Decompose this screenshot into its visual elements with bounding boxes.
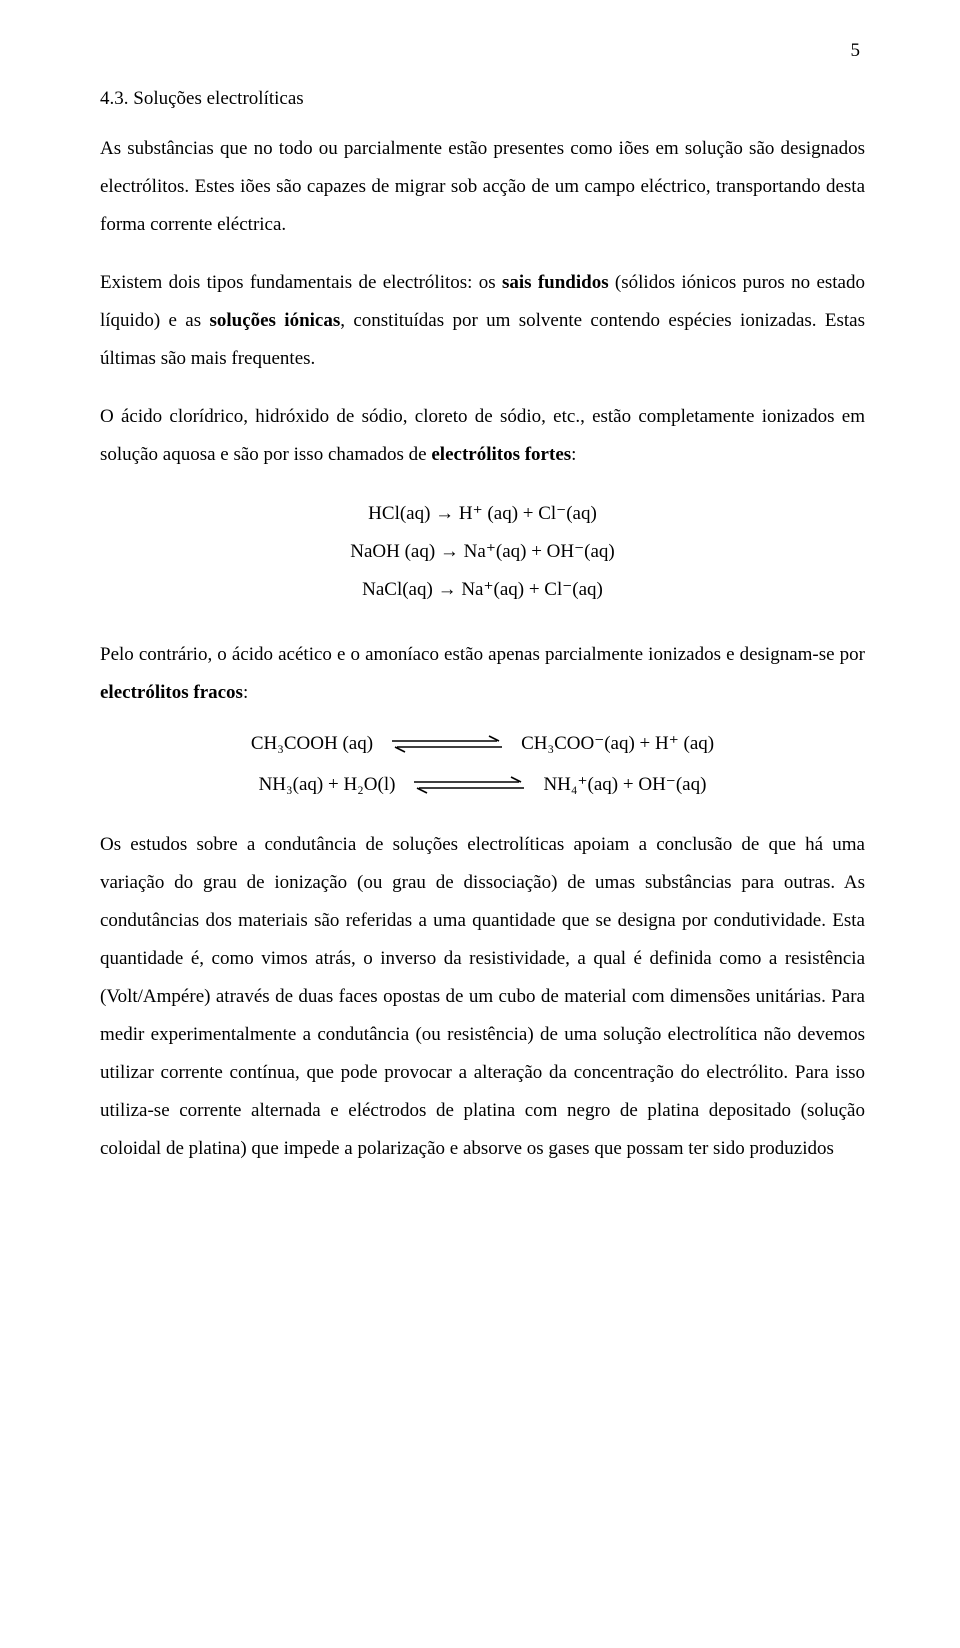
equilibrium-arrow-icon <box>387 734 507 754</box>
text-span: Existem dois tipos fundamentais de elect… <box>100 272 502 293</box>
equation-ammonia: NH₃(aq) + H₂O(l) NH₄⁺(aq) + OH⁻(aq) <box>100 773 865 796</box>
text-span: : <box>243 682 248 703</box>
equation-hcl: HCl(aq) → H⁺ (aq) + Cl⁻(aq) <box>100 496 865 532</box>
page-number: 5 <box>851 40 861 62</box>
equation-left: NH₃(aq) + H₂O(l) <box>259 774 396 796</box>
equation-naoh: NaOH (aq) → Na⁺(aq) + OH⁻(aq) <box>100 534 865 570</box>
equation-acetic: CH₃COOH (aq) CH₃COO⁻(aq) + H⁺ (aq) <box>100 732 865 755</box>
bold-term-sais-fundidos: sais fundidos <box>502 272 609 293</box>
paragraph-conductance: Os estudos sobre a condutância de soluçõ… <box>100 826 865 1168</box>
bold-term-electrolitos-fortes: electrólitos fortes <box>431 444 571 465</box>
document-page: 5 4.3. Soluções electrolíticas As substâ… <box>0 0 960 1648</box>
bold-term-electrolitos-fracos: electrólitos fracos <box>100 682 243 703</box>
paragraph-intro: As substâncias que no todo ou parcialmen… <box>100 130 865 244</box>
text-span: Pelo contrário, o ácido acético e o amon… <box>100 644 865 665</box>
equation-right: CH₃COO⁻(aq) + H⁺ (aq) <box>521 732 714 755</box>
equation-block-fortes: HCl(aq) → H⁺ (aq) + Cl⁻(aq) NaOH (aq) → … <box>100 496 865 608</box>
paragraph-fracos: Pelo contrário, o ácido acético e o amon… <box>100 636 865 712</box>
equation-right: NH₄⁺(aq) + OH⁻(aq) <box>543 773 706 796</box>
section-heading: 4.3. Soluções electrolíticas <box>100 88 865 110</box>
equilibrium-arrow-icon <box>409 775 529 795</box>
paragraph-fortes: O ácido clorídrico, hidróxido de sódio, … <box>100 398 865 474</box>
equation-left: CH₃COOH (aq) <box>251 733 373 755</box>
text-span: : <box>571 444 576 465</box>
bold-term-solucoes-ionicas: soluções iónicas <box>209 310 340 331</box>
paragraph-types: Existem dois tipos fundamentais de elect… <box>100 264 865 378</box>
equation-nacl: NaCl(aq) → Na⁺(aq) + Cl⁻(aq) <box>100 572 865 608</box>
